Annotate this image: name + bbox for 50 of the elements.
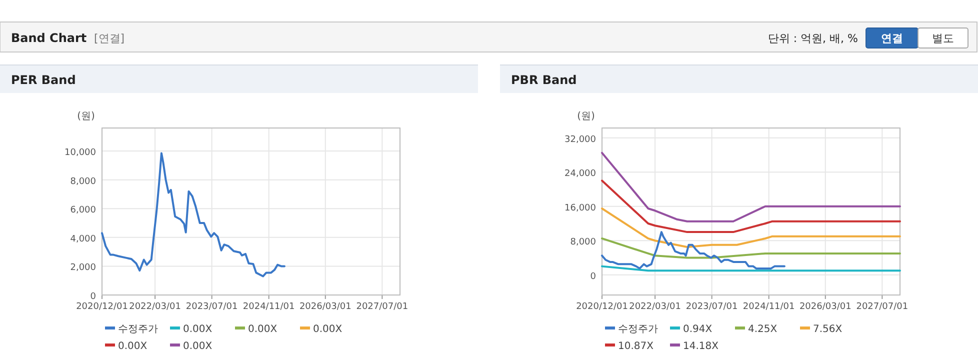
y-tick-label: 10,000 bbox=[64, 148, 96, 158]
line-series bbox=[601, 237, 901, 259]
y-axis-title: (원) bbox=[77, 111, 95, 122]
legend-label: 0.00X bbox=[313, 324, 342, 335]
text: 별도 bbox=[932, 32, 954, 45]
line-series bbox=[601, 152, 901, 222]
legend-label: 0.00X bbox=[183, 341, 212, 352]
line-series bbox=[601, 231, 786, 270]
y-axis-title: (원) bbox=[577, 111, 595, 122]
legend-label: 14.18X bbox=[683, 341, 719, 352]
legend-label: 7.56X bbox=[813, 324, 842, 335]
y-tick-label: 2,000 bbox=[70, 263, 96, 274]
y-tick-label: 4,000 bbox=[70, 234, 96, 244]
x-tick-label: 2026/03/01 bbox=[299, 302, 352, 312]
text: 단위 : 억원, 배, % bbox=[768, 32, 858, 45]
y-tick-label: 8,000 bbox=[70, 176, 96, 187]
x-tick-label: 2023/07/01 bbox=[686, 302, 738, 312]
x-tick-label: 2027/07/01 bbox=[856, 302, 908, 312]
y-tick-label: 24,000 bbox=[564, 169, 596, 180]
x-tick-label: 2020/12/01 bbox=[576, 302, 628, 312]
y-tick-label: 16,000 bbox=[564, 203, 596, 214]
legend-label: 수정주가 bbox=[618, 324, 658, 335]
text: [연결] bbox=[94, 32, 125, 45]
x-tick-label: 2024/11/01 bbox=[242, 302, 295, 312]
x-tick-label: 2022/03/01 bbox=[629, 302, 681, 312]
line-series bbox=[601, 208, 901, 248]
x-tick-label: 2026/03/01 bbox=[799, 302, 852, 312]
legend-label: 4.25X bbox=[748, 324, 778, 335]
x-tick-label: 2027/07/01 bbox=[356, 302, 408, 312]
legend-label: 0.94X bbox=[683, 324, 712, 335]
legend-label: 0.00X bbox=[183, 324, 212, 335]
chart-title: PER Band bbox=[11, 73, 76, 87]
chart-title: PBR Band bbox=[511, 73, 577, 87]
x-tick-label: 2024/11/01 bbox=[742, 302, 795, 312]
y-tick-label: 32,000 bbox=[564, 134, 596, 145]
x-tick-label: 2022/03/01 bbox=[129, 302, 181, 312]
line-series bbox=[101, 152, 286, 278]
legend-label: 10.87X bbox=[618, 341, 654, 352]
y-tick-label: 8,000 bbox=[570, 238, 596, 248]
x-tick-label: 2020/12/01 bbox=[76, 302, 128, 312]
text: 연결 bbox=[881, 32, 903, 45]
legend-label: 0.00X bbox=[118, 341, 148, 352]
y-tick-label: 0 bbox=[90, 292, 96, 302]
y-tick-label: 0 bbox=[590, 272, 596, 282]
legend-label: 수정주가 bbox=[118, 324, 158, 335]
y-tick-label: 6,000 bbox=[70, 206, 96, 216]
legend-label: 0.00X bbox=[248, 324, 278, 335]
x-tick-label: 2023/07/01 bbox=[186, 302, 238, 312]
line-series bbox=[601, 180, 901, 234]
text: Band Chart bbox=[11, 31, 87, 45]
